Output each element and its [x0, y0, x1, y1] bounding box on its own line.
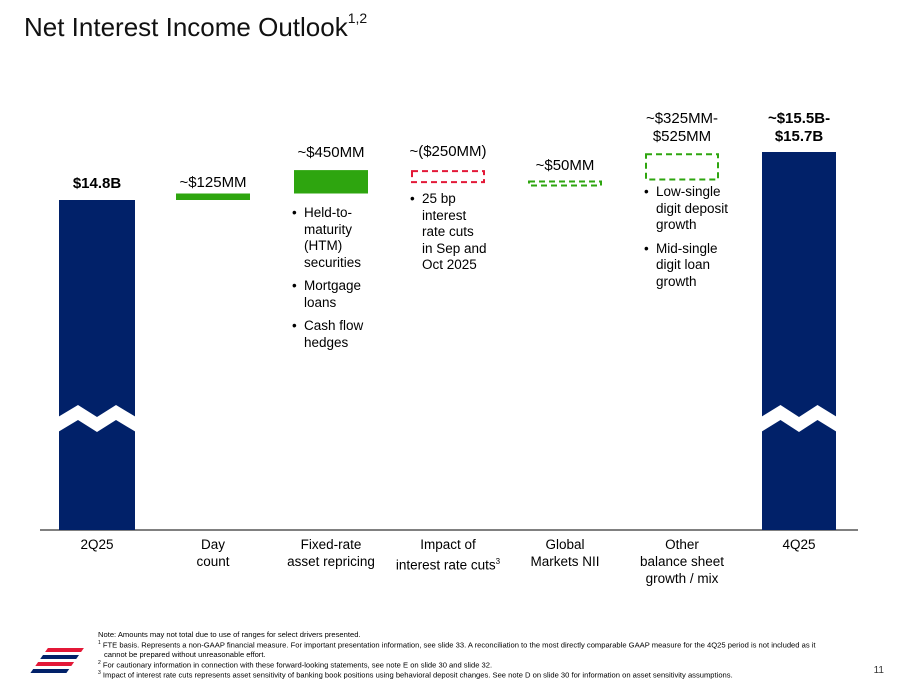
title-text: Net Interest Income Outlook [24, 12, 348, 42]
bar-other [645, 153, 719, 181]
page-title: Net Interest Income Outlook1,2 [24, 10, 368, 43]
category-label-line: Other [665, 537, 699, 552]
category-label-rates: Impact of interest rate cuts3 [383, 536, 513, 574]
category-label-line: Day [200, 537, 225, 552]
category-label-line: count [196, 554, 230, 569]
value-label-line: $525MM [652, 128, 712, 145]
axis-break-2Q25 [58, 405, 136, 432]
bullet-line: (HTM) [304, 238, 343, 253]
footnote-note: Note: Amounts may not total due to use o… [98, 630, 361, 639]
bullet-line: loans [304, 294, 337, 310]
bullet-item: Held-to-maturity(HTM)securities [292, 205, 363, 271]
category-label-line: Fixed-rate [300, 537, 362, 552]
category-label-line: Markets NII [530, 554, 600, 569]
bullet-line: interest [422, 207, 467, 223]
value-label-2Q25: $14.8B [72, 175, 122, 192]
bullet-line: 25 bp [422, 191, 456, 206]
bullet-line: rate cuts [422, 224, 474, 239]
flag-logo-icon [30, 648, 84, 673]
bar-day [176, 193, 250, 200]
bar-rates [411, 170, 485, 184]
category-label-line: asset repricing [287, 554, 375, 569]
value-label-fixed: ~$450MM [297, 144, 365, 161]
bullet-line: digit deposit [656, 200, 729, 216]
bullet-line: securities [304, 254, 362, 270]
value-label-gm: ~$50MM [535, 157, 595, 174]
bullet-line: Mid-single [656, 240, 718, 256]
category-label-line: Impact of [420, 537, 476, 552]
category-label-2Q25: 2Q25 [32, 536, 162, 553]
footnote-3: 3 Impact of interest rate cuts represent… [98, 670, 733, 680]
bar-fixed [294, 170, 368, 194]
bullet-line: hedges [304, 334, 349, 350]
value-label-line: ~$325MM- [645, 110, 719, 127]
category-label-line: interest rate cuts3 [395, 557, 501, 573]
bar-2Q25 [59, 200, 135, 530]
bullet-line: Oct 2025 [422, 257, 477, 272]
value-label-4Q25: ~$15.5B- $15.7B [729, 110, 869, 146]
bullet-line: Low-single [656, 184, 721, 199]
value-label-rates: ~($250MM) [409, 143, 487, 160]
bullet-line: growth [656, 217, 697, 232]
footnote-2: 2 For cautionary information in connecti… [98, 659, 493, 670]
footnote-ref: 3 [495, 557, 501, 566]
page-number: 11 [873, 665, 884, 676]
category-label-line: Global [545, 537, 585, 552]
footnote-1-cont: cannot be prepared without unreasonable … [104, 649, 266, 659]
bullet-line: growth [656, 273, 697, 289]
waterfall-chart [40, 152, 858, 531]
footnote-1: 1 FTE basis. Represents a non-GAAP finan… [98, 640, 816, 650]
bar-gm [528, 180, 602, 187]
bullet-line: Cash flow [304, 318, 364, 333]
category-label-gm: Global Markets NII [500, 536, 630, 570]
bullet-line: Held-to- [304, 205, 353, 220]
value-label-other: ~$325MM- $525MM [612, 110, 752, 146]
value-label-line: ~$15.5B- [767, 110, 831, 127]
footnotes: Note: Amounts may not total due to use o… [98, 630, 868, 680]
bullet-line: digit loan [656, 257, 711, 272]
category-label-fixed: Fixed-rate asset repricing [266, 536, 396, 570]
bullet-line: Mortgage [304, 278, 362, 293]
category-label-4Q25: 4Q25 [734, 536, 864, 553]
category-label-other: Other balance sheet growth / mix [617, 536, 747, 587]
category-label-line: 2Q25 [80, 537, 114, 552]
category-label-day: Day count [148, 536, 278, 570]
value-label-day: ~$125MM [179, 174, 247, 191]
category-label-line: growth / mix [645, 571, 719, 586]
title-superscript: 1,2 [347, 10, 368, 27]
bullet-list-fixed: Held-to-maturity(HTM)securities Mortgagel… [292, 205, 363, 358]
axis-break-4Q25 [761, 405, 837, 432]
value-label-line: $15.7B [774, 128, 824, 145]
category-label-line: 4Q25 [782, 537, 816, 552]
category-label-line: balance sheet [639, 554, 725, 569]
bullet-line: maturity [304, 221, 353, 237]
bar-4Q25 [762, 152, 836, 530]
bullet-line: in Sep and [422, 240, 487, 256]
